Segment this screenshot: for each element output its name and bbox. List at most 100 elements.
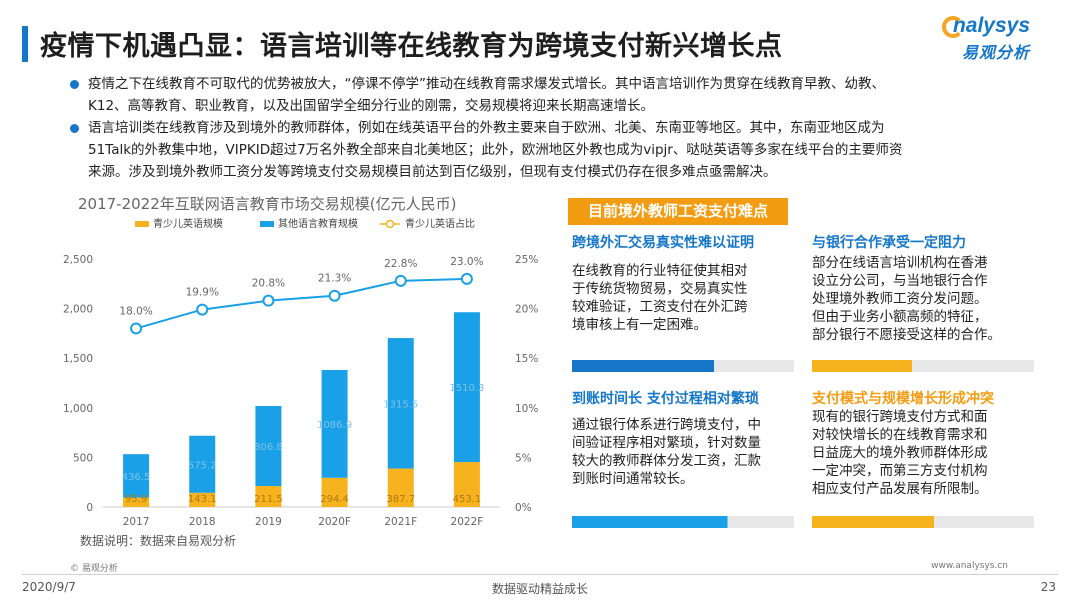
bullet-line: 疫情之下在线教育不可取代的优势被放大，“停课不停学”推动在线教育需求爆发式增长。… [88,76,885,92]
card-line: 现有的银行跨境支付方式和面 [812,409,988,425]
y-right-tick-label: 0% [515,502,532,514]
y-right-tick-label: 25% [515,254,538,266]
footer-divider [22,574,1058,575]
bar-label-youth-english: 387.7 [386,494,415,505]
bar-youth-english [387,468,414,507]
x-tick-label: 2022F [451,516,484,528]
line-label-youth-share: 20.8% [252,278,285,290]
bar-other-language [189,435,216,493]
bar-youth-english [255,486,282,507]
line-point-youth-share [196,303,209,316]
y-left-tick-label: 0 [86,502,93,514]
bar-other-language [123,454,150,498]
bullet-line: 语言培训类在线教育涉及到境外的教师群体，例如在线英语平台的外教主要来自于欧洲、北… [88,120,885,136]
card-line: 到账时间通常较长。 [572,471,694,487]
bullet-list: 疫情之下在线教育不可取代的优势被放大，“停课不停学”推动在线教育需求爆发式增长。… [70,73,1045,183]
card-line: 间验证程序相对繁琐，针对数量 [572,435,761,451]
analysys-logo: nalysys 易观分析 [890,14,1030,66]
y-left-tick-label: 500 [73,452,93,464]
bullet-line: 51Talk的外教集中地，VIPKID超过7万名外教全部来自北美地区；此外，欧洲… [88,142,903,158]
card-line: 一定冲突，而第三方支付机构 [812,463,988,479]
legend-label-youth-english: 青少儿英语规模 [153,217,223,230]
bar-other-language [453,312,480,463]
card-title-long-settlement: 到账时间长 支付过程相对繁琐 [572,391,759,407]
line-label-youth-share: 18.0% [119,305,152,317]
bar-label-youth-english: 211.5 [254,494,283,505]
x-tick-label: 2021F [384,516,417,528]
card-title-model-conflict: 支付模式与规模增长形成冲突 [812,391,994,407]
bullet-item-2: 语言培训类在线教育涉及到境外的教师群体，例如在线英语平台的外教主要来自于欧洲、北… [70,117,1045,183]
card-bar-long-settlement [572,516,794,528]
x-tick-label: 2017 [123,516,150,528]
bar-label-other-language: 1086.9 [317,420,352,431]
y-left-tick-label: 2,500 [63,254,93,266]
logo-swoosh-icon [942,16,964,38]
card-line: 相应支付产品发展有所限制。 [812,481,988,497]
footer-slogan: 数据驱动精益成长 [491,582,588,596]
y-left-tick-label: 2,000 [63,304,93,316]
line-label-youth-share: 19.9% [186,287,219,299]
bullet-dot-icon [70,80,79,89]
bar-label-youth-english: 453.1 [453,494,482,505]
card-line: 处理境外教师工资分发问题。 [812,291,988,307]
card-line: 部分银行不愿接受这样的合作。 [812,327,1001,343]
page-title: 疫情下机遇凸显：语言培训等在线教育为跨境支付新兴增长点 [40,31,783,62]
x-tick-label: 2020F [318,516,351,528]
bar-label-youth-english: 143.1 [188,494,217,505]
y-right-tick-label: 20% [515,304,538,316]
data-note: 数据说明：数据来自易观分析 [80,534,237,548]
y-right-tick-label: 10% [515,403,538,415]
legend-swatch-other-language [260,221,274,227]
line-point-youth-share [328,289,341,302]
card-line: 境审核上有一定困难。 [572,317,707,333]
bar-youth-english [453,462,480,507]
card-line: 通过银行体系进行跨境支付，中 [572,417,761,433]
line-label-youth-share: 23.0% [450,256,483,268]
bar-label-other-language: 1315.5 [383,399,418,410]
card-line: 部分在线语言培训机构在香港 [812,255,988,271]
bar-label-youth-english: 95.9 [125,494,147,505]
bullet-dot-icon [70,124,79,133]
legend-swatch-youth-english [135,221,149,227]
card-text-model-conflict: 现有的银行跨境支付方式和面 对较快增长的在线教育需求和 日益庞大的境外教师群体形… [812,408,1037,498]
line-youth-share [135,277,467,330]
bullet-item-1: 疫情之下在线教育不可取代的优势被放大，“停课不停学”推动在线教育需求爆发式增长。… [70,73,1045,117]
line-label-youth-share: 22.8% [384,258,417,270]
bar-label-youth-english: 294.4 [320,494,349,505]
bullet-line: K12、高等教育、职业教育，以及出国留学全细分行业的刚需，交易规模将迎来长期高速… [88,98,655,114]
card-bar-bank-cooperation [812,360,1034,372]
bar-label-other-language: 1510.3 [449,383,484,394]
line-label-youth-share: 21.3% [318,273,351,285]
card-line: 日益庞大的境外教师群体形成 [812,445,988,461]
line-point-youth-share [460,272,473,285]
card-line: 在线教育的行业特征使其相对 [572,263,748,279]
chart-title: 2017-2022年互联网语言教育市场交易规模(亿元人民币) [78,195,457,213]
card-line: 对较快增长的在线教育需求和 [812,427,988,443]
y-left-tick-label: 1,500 [63,353,93,365]
legend-label-youth-share: 青少儿英语占比 [405,217,475,230]
copyright-text: © 易观分析 [70,564,118,574]
card-text-fx-authenticity: 在线教育的行业特征使其相对 于传统货物贸易，交易真实性 较难验证，工资支付在外汇… [572,262,792,334]
card-line: 较难验证，工资支付在外汇跨 [572,299,748,315]
bar-youth-english [189,492,216,507]
y-right-tick-label: 15% [515,353,538,365]
bar-youth-english [123,497,150,507]
card-bar-fx-authenticity [572,360,794,372]
y-left-tick-label: 1,000 [63,403,93,415]
title-accent-bar [22,26,28,62]
card-title-bank-cooperation: 与银行合作承受一定阻力 [812,235,966,251]
market-size-chart: 青少儿英语规模 其他语言教育规模 青少儿英语占比 0 500 1,000 1,500 2,00… [63,217,538,528]
card-text-long-settlement: 通过银行体系进行跨境支付，中 间验证程序相对繁琐，针对数量 较大的教师群体分发工… [572,416,802,488]
card-line: 较大的教师群体分发工资，汇款 [572,453,761,469]
legend-label-other-language: 其他语言教育规模 [278,217,358,230]
logo-text-en: nalysys [952,14,1030,37]
bullet-line: 来源。涉及到境外教师工资分发等跨境支付交易规模目前达到百亿级别，但现有支付模式仍… [88,164,777,180]
line-point-youth-share [394,274,407,287]
bar-youth-english [321,477,348,507]
bar-other-language [321,369,348,478]
bar-other-language [387,338,414,469]
panel-header: 目前境外教师工资支付难点 [568,198,788,225]
line-point-youth-share [130,322,143,335]
x-tick-label: 2018 [189,516,216,528]
y-right-tick-label: 5% [515,452,532,464]
